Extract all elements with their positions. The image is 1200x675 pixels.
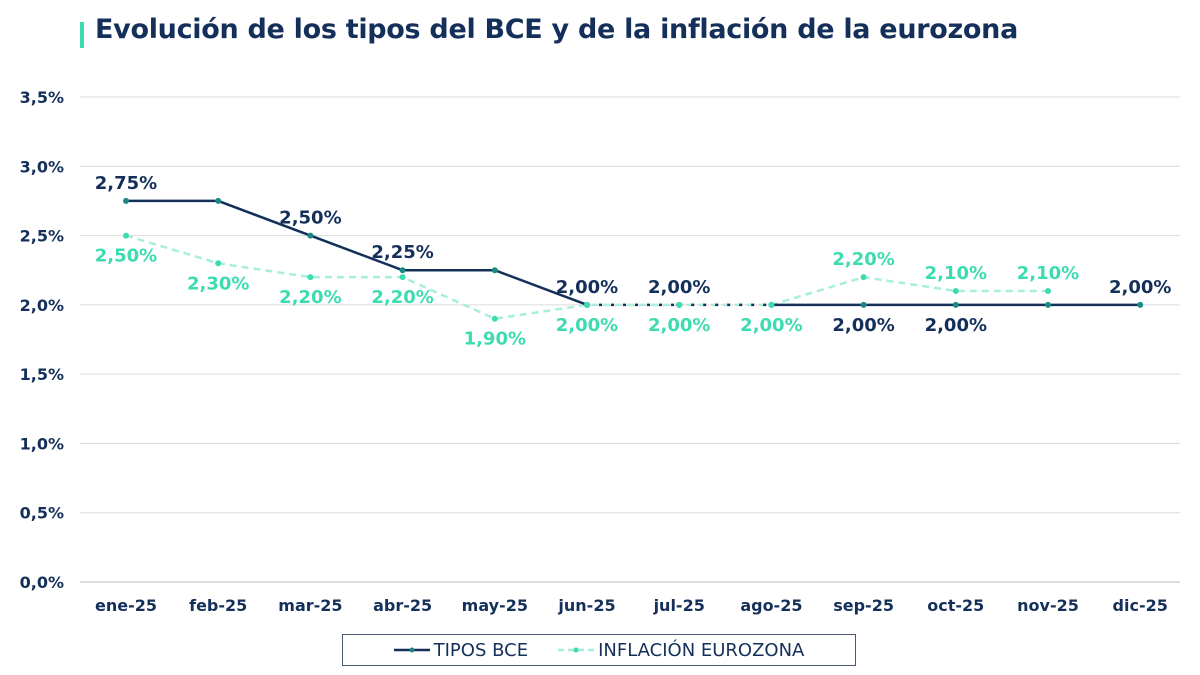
legend-line-icon — [393, 647, 430, 653]
inflation-point — [1045, 288, 1051, 294]
x-tick-label: sep-25 — [833, 596, 894, 615]
y-tick-label: 0,5% — [20, 504, 64, 523]
bce-data-label: 2,00% — [832, 315, 894, 336]
y-tick-label: 0,0% — [20, 573, 64, 592]
legend-item-bce: TIPOS BCE — [393, 639, 529, 661]
inflation-point — [123, 232, 129, 239]
x-tick-label: nov-25 — [1017, 596, 1079, 615]
bce-point — [307, 232, 314, 239]
plot-area: 0,0% 0,5% 1,0% 1,5% 2,0% 2,5% 3,0% 3,5% ene-25 fe… — [20, 88, 1180, 615]
bce-data-label: 2,00% — [556, 277, 618, 298]
inflation-data-label: 2,20% — [371, 287, 433, 308]
bce-data-label: 2,00% — [648, 277, 710, 298]
x-tick-label: abr-25 — [373, 596, 432, 615]
bce-point — [215, 197, 222, 204]
bce-point — [1045, 301, 1051, 308]
x-tick-label: may-25 — [462, 596, 528, 615]
bce-point — [1137, 301, 1144, 308]
inflation-point — [860, 274, 867, 281]
inflation-data-label: 1,90% — [464, 329, 526, 350]
inflation-data-label: 2,50% — [95, 246, 157, 267]
inflation-series-line — [125, 234, 1048, 321]
bce-point — [860, 301, 867, 308]
legend-label: INFLACIÓN EUROZONA — [598, 639, 805, 661]
bce-data-label: 2,00% — [925, 315, 987, 336]
bce-data-label: 2,75% — [95, 173, 157, 194]
inflation-point — [584, 301, 590, 308]
legend-label: TIPOS BCE — [433, 639, 529, 661]
y-tick-label: 2,0% — [20, 296, 64, 315]
legend: TIPOS BCE INFLACIÓN EUROZONA — [342, 634, 856, 666]
title-accent — [80, 22, 84, 48]
inflation-data-label: 2,10% — [925, 263, 987, 284]
x-tick-label: feb-25 — [189, 596, 247, 615]
y-tick-label: 3,5% — [20, 88, 64, 107]
bce-series-segment — [309, 234, 404, 272]
y-tick-label: 3,0% — [20, 157, 64, 176]
x-tick-label: jul-25 — [653, 596, 705, 615]
y-tick-label: 1,5% — [20, 365, 64, 384]
x-tick-label: dic-25 — [1113, 596, 1168, 615]
bce-point — [952, 301, 959, 308]
bce-point — [399, 267, 406, 274]
inflation-data-label: 2,20% — [832, 249, 894, 270]
inflation-data-label: 2,10% — [1017, 263, 1079, 284]
inflation-point — [768, 301, 775, 308]
bce-data-label: 2,25% — [371, 242, 433, 263]
chart-title: Evolución de los tipos del BCE y de la i… — [95, 14, 1019, 45]
inflation-data-label: 2,20% — [279, 287, 341, 308]
inflation-point — [952, 288, 959, 294]
inflation-data-label: 2,00% — [556, 315, 618, 336]
inflation-data-label: 2,30% — [187, 273, 249, 294]
x-tick-label: oct-25 — [927, 596, 984, 615]
bce-data-label: 2,50% — [279, 208, 341, 229]
bce-series-segment — [217, 199, 311, 237]
bce-data-label: 2,00% — [1109, 277, 1171, 298]
inflation-data-label: 2,00% — [648, 315, 710, 336]
bce-point — [491, 267, 498, 274]
bce-point — [123, 197, 129, 204]
x-tick-label: mar-25 — [278, 596, 342, 615]
x-tick-label: ene-25 — [95, 596, 157, 615]
inflation-point — [215, 260, 222, 267]
inflation-point — [399, 274, 406, 281]
inflation-data-label: 2,00% — [740, 315, 802, 336]
inflation-point — [307, 274, 314, 281]
x-tick-label: ago-25 — [740, 596, 802, 615]
bce-series-segment — [494, 269, 588, 307]
inflation-point — [676, 301, 683, 308]
legend-item-inflacion: INFLACIÓN EUROZONA — [558, 640, 804, 661]
y-tick-label: 2,5% — [20, 227, 64, 246]
y-tick-label: 1,0% — [20, 434, 64, 453]
x-tick-label: jun-25 — [557, 596, 615, 615]
inflation-point — [491, 315, 498, 322]
legend-dashed-line-icon — [558, 647, 595, 653]
